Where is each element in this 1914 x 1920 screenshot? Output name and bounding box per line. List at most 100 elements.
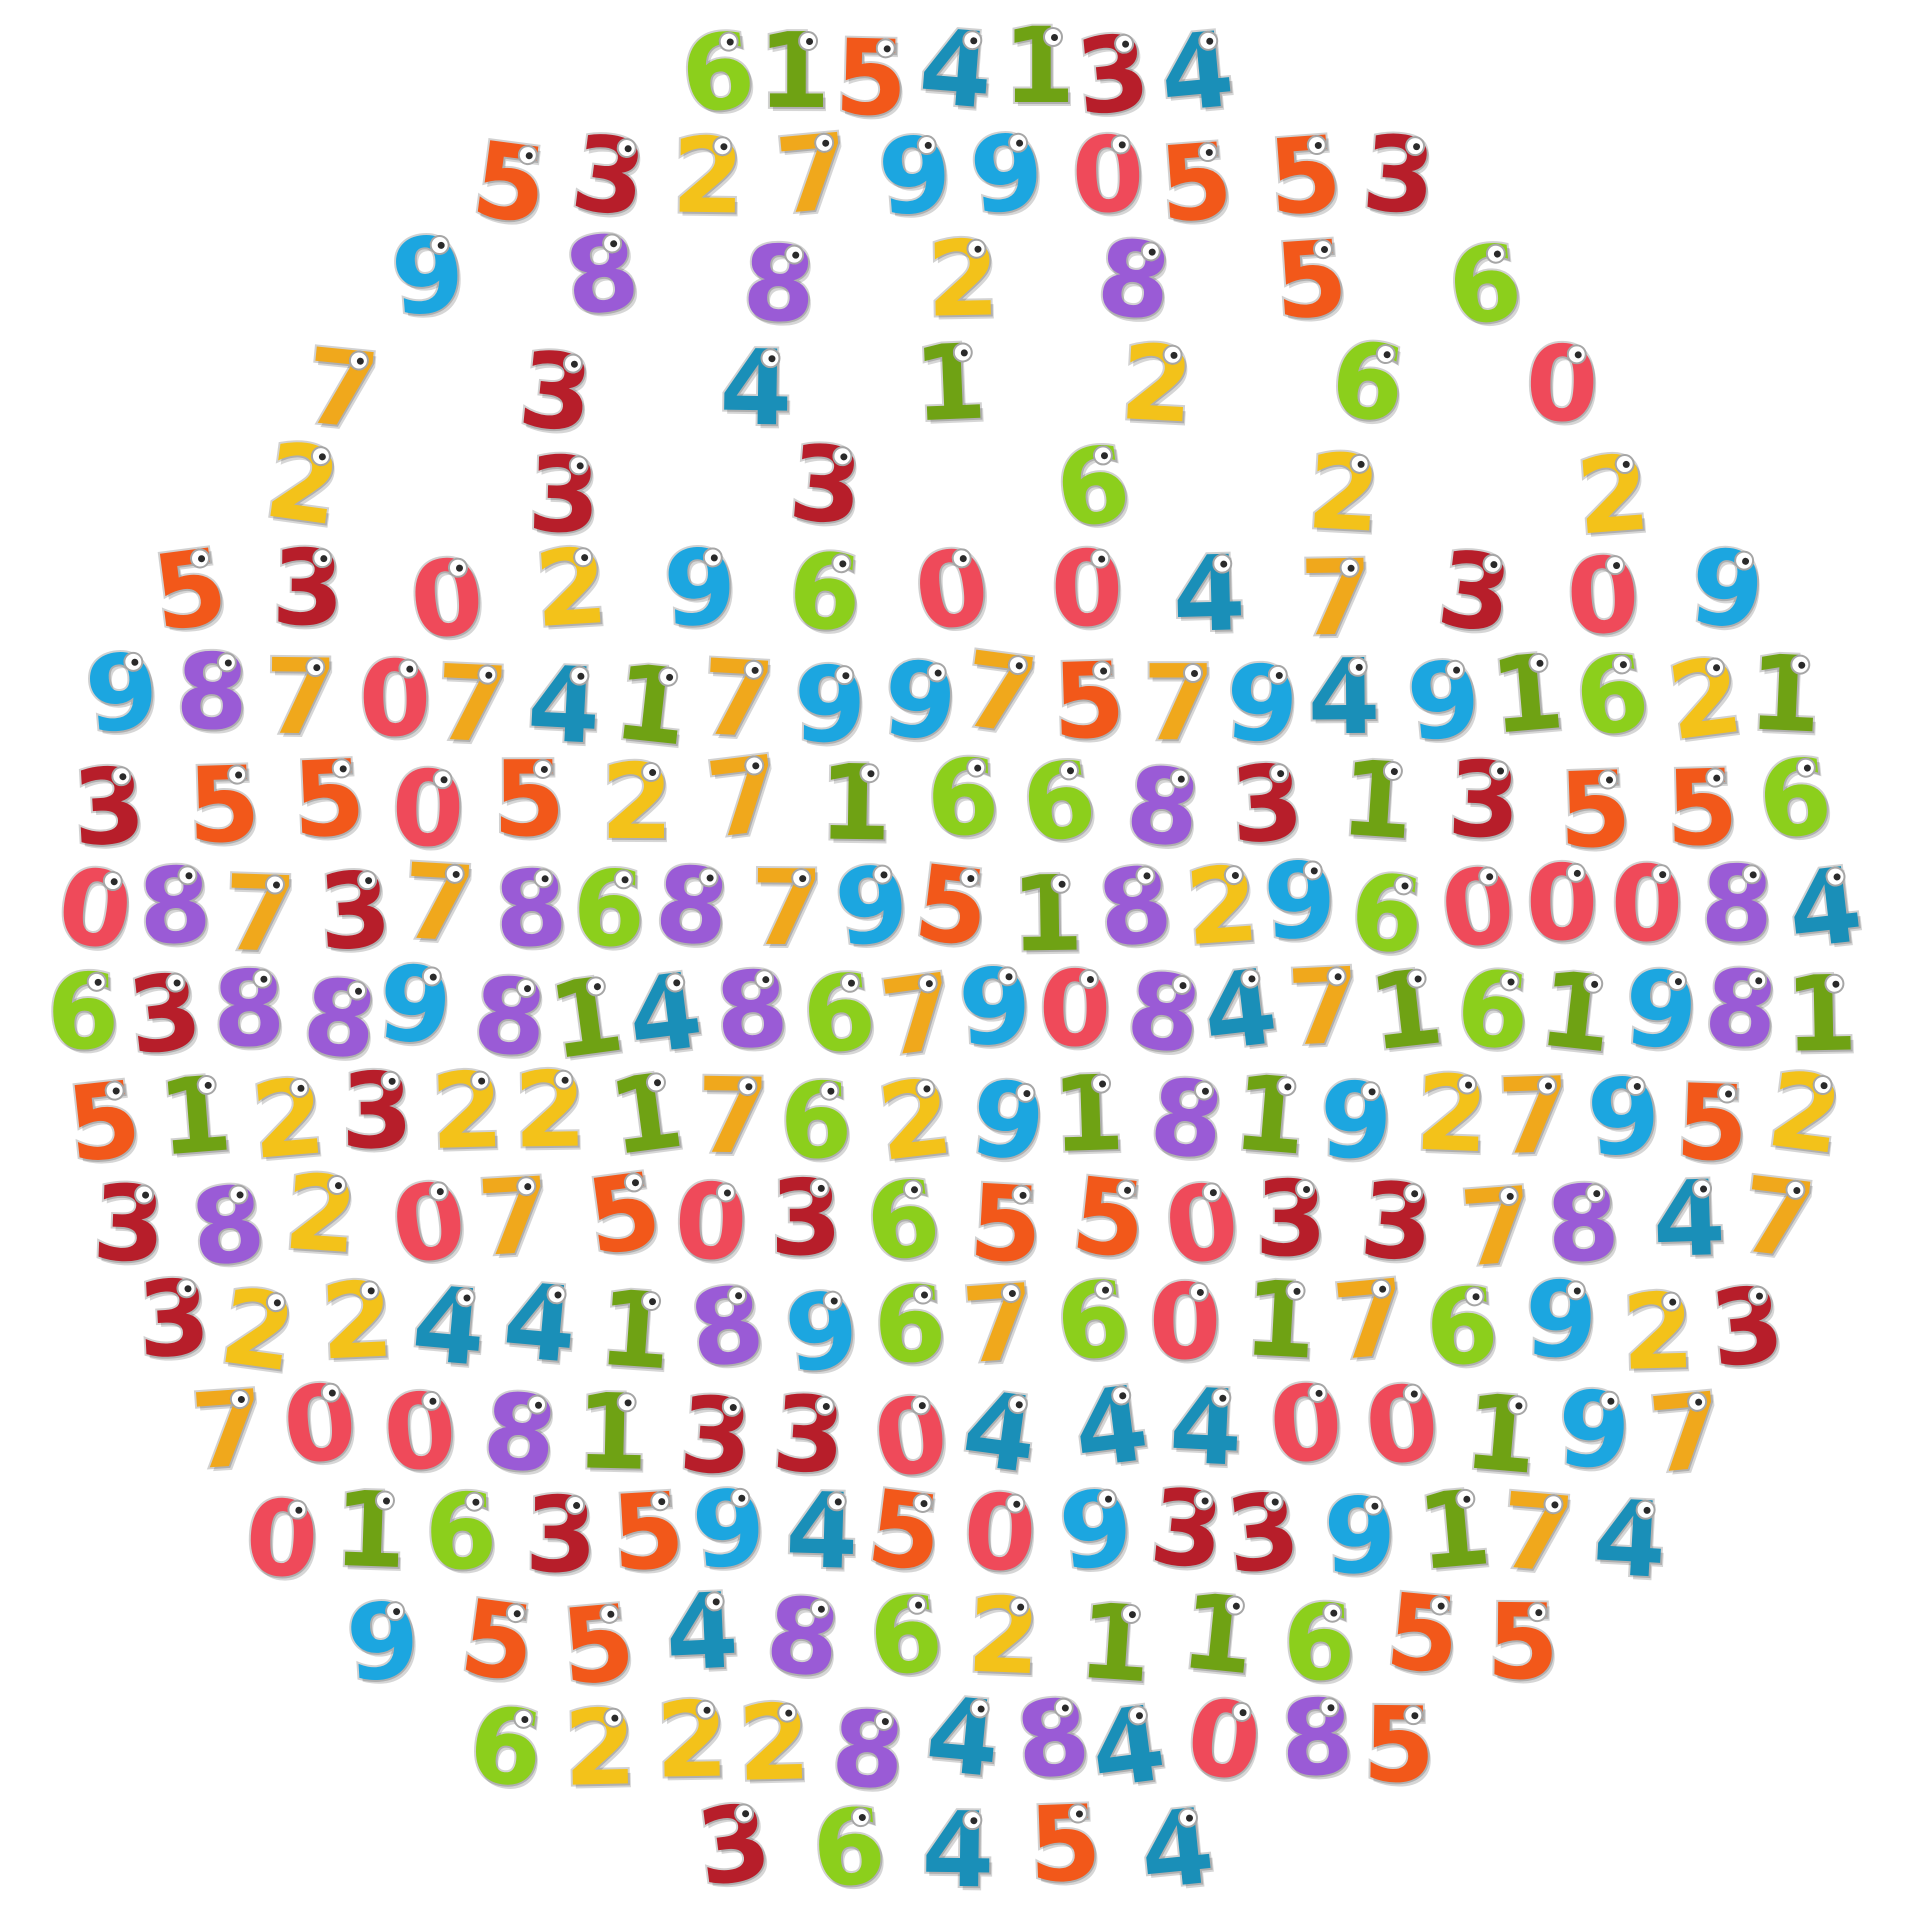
digit-seven-character: 7 (472, 1152, 555, 1282)
digit-nine-character: 9 (1553, 1366, 1635, 1495)
digit-eight-character: 8 (172, 628, 252, 756)
digit-nine-character: 9 (1682, 522, 1771, 655)
cartoon-eye-icon (1454, 1488, 1476, 1510)
cartoon-eye-icon (1200, 1181, 1223, 1205)
cartoon-eye-icon (1565, 863, 1586, 884)
cartoon-eye-icon (742, 754, 765, 777)
cartoon-eye-icon (1006, 132, 1029, 155)
cartoon-eye-icon (1210, 1387, 1232, 1409)
cartoon-eye-icon (760, 348, 781, 369)
cartoon-eye-icon (694, 1699, 716, 1721)
cartoon-eye-icon (965, 757, 986, 779)
digit-eight-character: 8 (649, 840, 736, 972)
digit-five-character: 5 (907, 839, 997, 973)
cartoon-eye-icon (264, 874, 286, 895)
cartoon-eye-icon (1405, 967, 1428, 990)
cartoon-eye-icon (1566, 344, 1587, 365)
cartoon-eye-icon (1476, 866, 1500, 889)
digit-five-character: 5 (491, 735, 568, 861)
cartoon-eye-icon (1067, 1803, 1089, 1825)
cartoon-eye-icon (1168, 767, 1191, 790)
digit-four-character: 4 (913, 4, 999, 135)
cartoon-eye-icon (195, 1074, 217, 1096)
cartoon-eye-icon (1484, 242, 1507, 265)
digit-one-character: 1 (1744, 630, 1826, 759)
digit-seven-character: 7 (694, 1052, 772, 1179)
digit-four-character: 4 (1165, 1362, 1247, 1491)
digit-six-character: 6 (1047, 419, 1139, 554)
cartoon-eye-icon (1401, 1383, 1424, 1406)
digit-two-character: 2 (427, 1047, 507, 1175)
cartoon-eye-icon (1661, 1291, 1682, 1313)
digit-three-character: 3 (1357, 110, 1442, 241)
cartoon-eye-icon (732, 1802, 755, 1825)
cartoon-eye-icon (1536, 1075, 1558, 1097)
digit-eight-character: 8 (490, 845, 572, 974)
cartoon-eye-icon (133, 1184, 155, 1206)
digit-nine-character: 9 (1619, 945, 1703, 1076)
cartoon-eye-icon (1362, 1496, 1384, 1517)
cartoon-eye-icon (916, 972, 940, 996)
cartoon-eye-icon (347, 350, 370, 373)
digit-one-character: 1 (1048, 1050, 1128, 1178)
cartoon-eye-icon (101, 870, 124, 893)
cartoon-eye-icon (1321, 1602, 1343, 1624)
cartoon-eye-icon (176, 865, 198, 887)
digit-eight-character: 8 (1090, 214, 1178, 346)
cartoon-eye-icon (720, 1396, 742, 1418)
digit-three-character: 3 (768, 1154, 845, 1281)
digit-seven-character: 7 (769, 108, 856, 240)
digit-zero-character: 0 (356, 635, 435, 763)
cartoon-eye-icon (909, 1394, 932, 1417)
digit-six-character: 6 (857, 1154, 949, 1288)
cartoon-eye-icon (1624, 1075, 1647, 1098)
digit-two-character: 2 (1411, 1050, 1492, 1179)
cartoon-eye-icon (1360, 1081, 1381, 1102)
cartoon-eye-icon (1784, 1179, 1807, 1202)
cartoon-eye-icon (432, 769, 453, 790)
digit-one-character: 1 (572, 1368, 651, 1495)
cartoon-eye-icon (1527, 652, 1550, 675)
cartoon-eye-icon (704, 1591, 726, 1613)
cartoon-eye-icon (783, 244, 805, 266)
digit-four-character: 4 (406, 1260, 493, 1392)
cartoon-eye-icon (1746, 1285, 1769, 1308)
cartoon-eye-icon (1741, 864, 1762, 885)
digit-four-character: 4 (496, 1257, 583, 1389)
digit-five-character: 5 (1379, 1568, 1467, 1700)
digit-one-character: 1 (1073, 1577, 1157, 1708)
cartoon-eye-icon (561, 352, 584, 375)
cartoon-eye-icon (1349, 453, 1371, 475)
cartoon-eye-icon (568, 455, 590, 477)
cartoon-eye-icon (1092, 1279, 1115, 1302)
digit-six-character: 6 (44, 949, 122, 1076)
cartoon-eye-icon (808, 1597, 831, 1620)
digit-five-character: 5 (554, 1579, 641, 1711)
digit-two-character: 2 (529, 523, 613, 653)
digit-eight-character: 8 (1698, 943, 1784, 1074)
cartoon-eye-icon (428, 234, 450, 257)
cartoon-eye-icon (999, 1282, 1021, 1304)
cartoon-eye-icon (644, 1071, 668, 1095)
cartoon-eye-icon (1112, 32, 1135, 55)
digit-one-character: 1 (1410, 1464, 1497, 1596)
digit-seven-character: 7 (1327, 1253, 1415, 1385)
cartoon-eye-icon (305, 657, 326, 678)
digit-two-character: 2 (511, 1046, 589, 1173)
digit-two-character: 2 (735, 1679, 814, 1807)
cartoon-eye-icon (640, 762, 661, 783)
cartoon-eye-icon (754, 969, 776, 991)
digit-six-character: 6 (673, 7, 762, 140)
digit-four-character: 4 (1305, 634, 1382, 761)
digit-six-character: 6 (1421, 1262, 1503, 1391)
cartoon-eye-icon (309, 445, 332, 469)
cartoon-eye-icon (1014, 1082, 1037, 1105)
cartoon-eye-icon (1497, 1185, 1520, 1207)
digit-nine-character: 9 (1521, 1256, 1601, 1384)
digit-two-character: 2 (1180, 840, 1265, 971)
cartoon-eye-icon (859, 763, 880, 784)
cartoon-eye-icon (553, 1069, 574, 1091)
cartoon-eye-icon (701, 547, 723, 569)
cartoon-eye-icon (1347, 657, 1368, 678)
cartoon-eye-icon (1789, 655, 1811, 676)
